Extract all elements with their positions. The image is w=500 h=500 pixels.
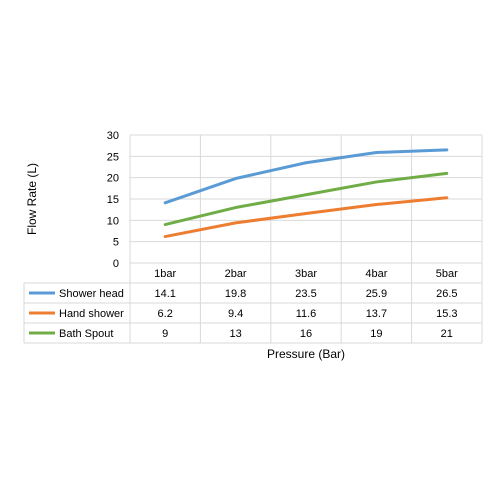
y-tick-label: 10 — [107, 215, 119, 227]
y-tick-label: 0 — [113, 258, 119, 270]
data-cell: 19 — [370, 328, 382, 340]
x-tick-label: 4bar — [365, 268, 387, 280]
data-cell: 15.3 — [436, 308, 457, 320]
x-tick-label: 3bar — [295, 268, 317, 280]
data-cell: 23.5 — [295, 288, 316, 300]
data-cell: 6.2 — [158, 308, 173, 320]
data-cell: 19.8 — [225, 288, 246, 300]
data-cell: 21 — [441, 328, 453, 340]
series-line-0 — [163, 148, 449, 205]
y-tick-label: 30 — [107, 130, 119, 142]
series-line-1 — [163, 196, 449, 239]
legend-label: Shower head — [59, 288, 124, 300]
y-tick-label: 5 — [113, 237, 119, 249]
legend-label: Bath Spout — [59, 328, 113, 340]
data-cell: 25.9 — [366, 288, 387, 300]
y-axis-label: Flow Rate (L) — [25, 163, 39, 235]
data-table: 1bar 2bar 3bar 4bar 5bar Shower head 14.1 19.8 2… — [23, 268, 482, 344]
y-tick-label: 25 — [107, 151, 119, 163]
y-tick-labels: 0 5 10 15 20 25 30 — [107, 130, 119, 270]
data-cell: 9 — [162, 328, 168, 340]
data-cell: 13 — [229, 328, 241, 340]
series-line-2 — [163, 171, 449, 227]
legend-label: Hand shower — [59, 308, 124, 320]
x-tick-label: 2bar — [225, 268, 247, 280]
x-axis-label: Pressure (Bar) — [267, 347, 345, 361]
data-cell: 14.1 — [154, 288, 175, 300]
y-tick-label: 15 — [107, 194, 119, 206]
x-tick-label: 5bar — [436, 268, 458, 280]
x-tick-label: 1bar — [154, 268, 176, 280]
series-lines — [163, 148, 449, 239]
data-cell: 11.6 — [296, 308, 317, 320]
y-tick-label: 20 — [107, 173, 119, 185]
data-cell: 16 — [300, 328, 312, 340]
data-cell: 13.7 — [366, 308, 387, 320]
data-cell: 9.4 — [228, 308, 243, 320]
data-cell: 26.5 — [436, 288, 457, 300]
